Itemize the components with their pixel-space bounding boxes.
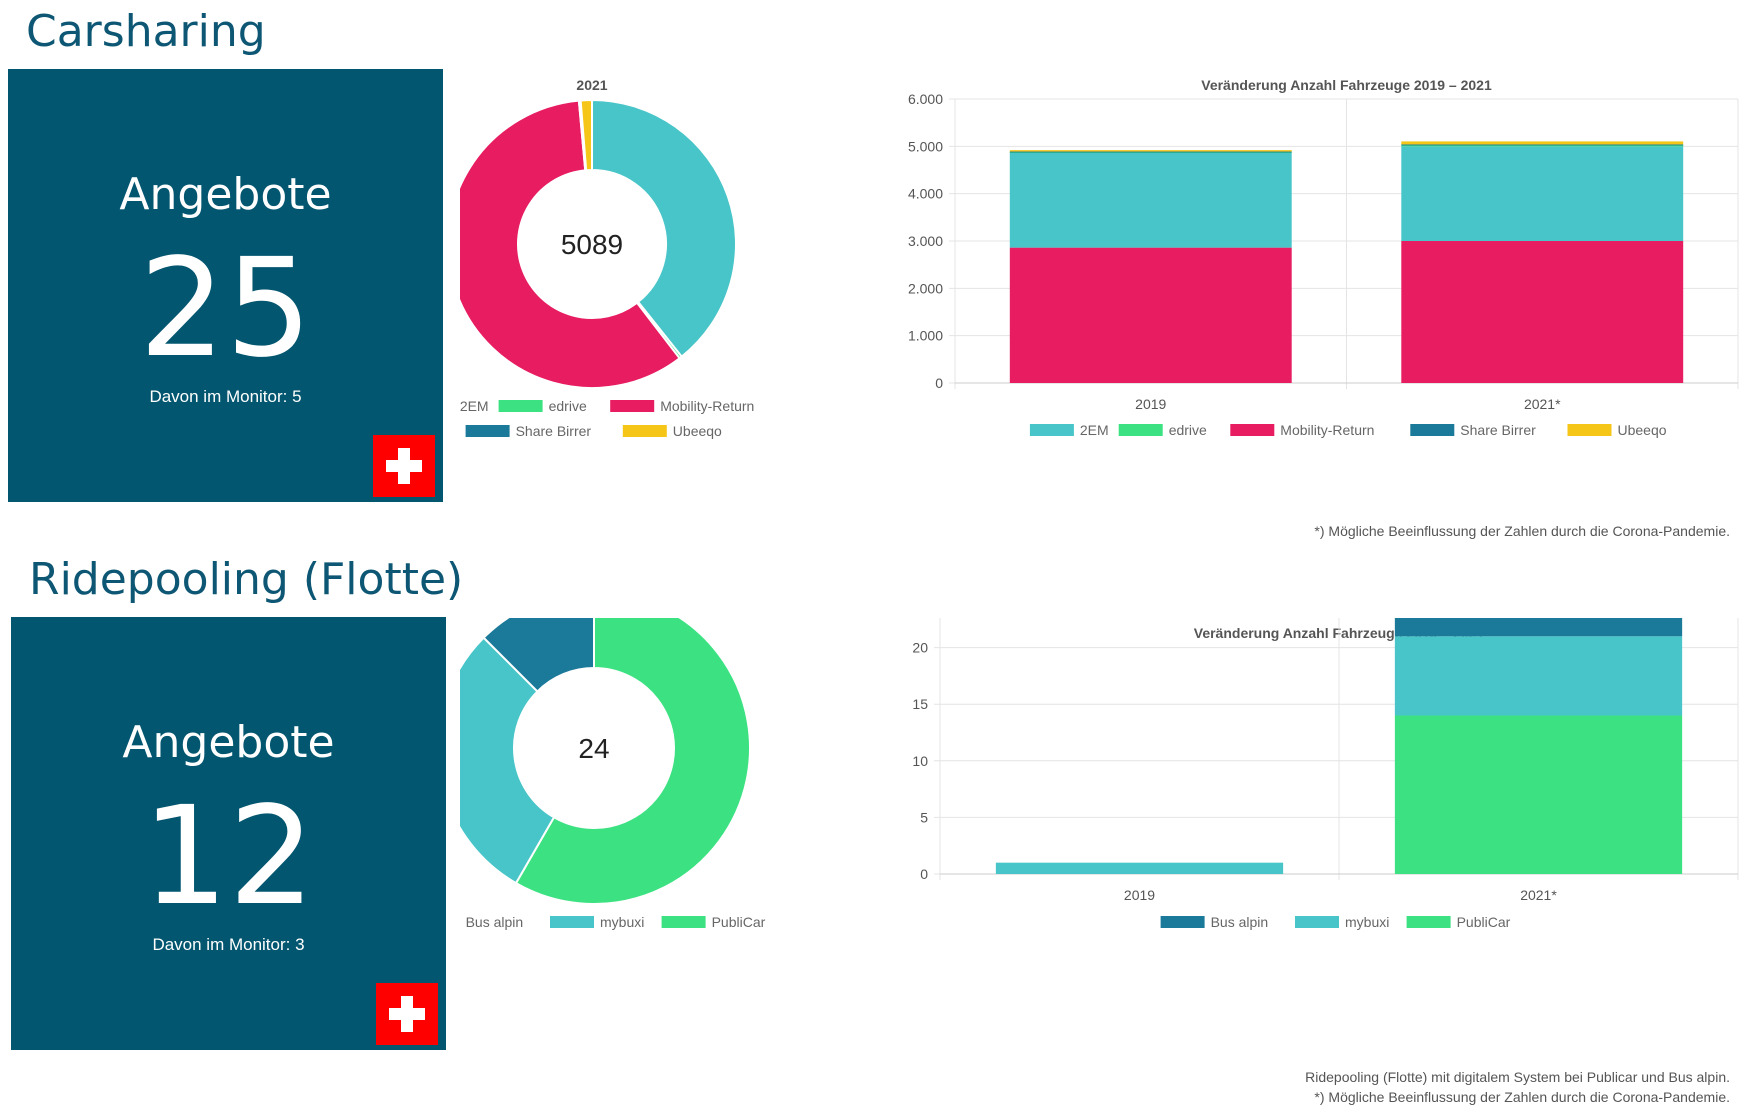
swiss-flag-icon [373, 435, 435, 497]
carsharing-offers-count: 25 [138, 230, 313, 388]
legend-label-mobility-return: Mobility-Return [1280, 422, 1374, 438]
carsharing-donut-chart: 2021 5089 2EM edrive Mobility-Return Share Bi… [460, 77, 754, 439]
legend-swatch-mybuxi [550, 916, 594, 928]
chart-title: 2021 [576, 77, 607, 93]
y-tick-label: 20 [912, 640, 928, 656]
bar-segment-2em-2019 [1009, 152, 1292, 248]
legend-label-mobility-return: Mobility-Return [660, 398, 754, 414]
legend-swatch-share-birrer [465, 425, 510, 437]
carsharing-bar-chart: Veränderung Anzahl Fahrzeuge 2019 – 2021… [908, 77, 1739, 438]
y-tick-label: 0 [935, 375, 943, 391]
carsharing-offers-heading: Angebote [119, 169, 332, 220]
y-tick-label: 2.000 [908, 280, 943, 296]
legend-label-2em: 2EM [460, 398, 489, 414]
legend-swatch-bus-alpin [1160, 916, 1205, 928]
y-tick-label: 5.000 [908, 138, 943, 154]
y-tick-label: 5 [920, 809, 928, 825]
legend-swatch-ubeeqo [1567, 424, 1612, 436]
x-tick-label: 2021* [1520, 887, 1557, 903]
carsharing-offers-card: Angebote 25 Davon im Monitor: 5 [8, 69, 443, 502]
ridepooling-footnote: Ridepooling (Flotte) mit digitalem Syste… [1305, 1067, 1730, 1107]
legend-label-edrive: edrive [549, 398, 587, 414]
legend-label-mybuxi: mybuxi [1345, 914, 1389, 930]
bar-segment-mobility-return-2019 [1009, 247, 1292, 383]
legend-label-bus-alpin: Bus alpin [466, 914, 524, 930]
donut-slice-publicar [514, 618, 751, 905]
ridepooling-offers-card: Angebote 12 Davon im Monitor: 3 [11, 617, 446, 1050]
y-tick-label: 15 [912, 696, 928, 712]
y-tick-label: 0 [920, 866, 928, 882]
x-tick-label: 2019 [1124, 887, 1155, 903]
ridepooling-monitor-count: Davon im Monitor: 3 [152, 935, 305, 954]
legend-swatch-share-birrer [1410, 424, 1455, 436]
legend-label-bus-alpin: Bus alpin [1211, 914, 1269, 930]
legend-swatch-mobility-return [610, 400, 655, 412]
y-tick-label: 4.000 [908, 186, 943, 202]
legend-swatch-edrive [498, 400, 543, 412]
bar-segment-bus-alpin-2021 [1394, 618, 1683, 637]
bar-segment-ubeeqo-2021 [1401, 141, 1684, 145]
bar-segment-mybuxi-2019 [995, 862, 1284, 874]
donut-slice-ubeeqo [579, 98, 593, 172]
legend-swatch-2em [1029, 424, 1074, 436]
legend-label-publicar: PubliCar [1457, 914, 1511, 930]
legend-swatch-mybuxi [1295, 916, 1339, 928]
y-tick-label: 6.000 [908, 91, 943, 107]
ridepooling-footnote-line1: Ridepooling (Flotte) mit digitalem Syste… [1305, 1069, 1730, 1085]
bar-segment-edrive-2021 [1401, 144, 1684, 147]
carsharing-section-title: Carsharing [26, 6, 266, 57]
bar-segment-share-birrer-2019 [1009, 151, 1292, 153]
x-tick-label: 2021* [1524, 396, 1561, 412]
x-tick-label: 2019 [1135, 396, 1166, 412]
bar-segment-mybuxi-2021 [1394, 636, 1683, 716]
carsharing-monitor-count: Davon im Monitor: 5 [149, 387, 302, 406]
ridepooling-offers-heading: Angebote [122, 717, 335, 768]
bar-segment-2em-2021 [1401, 146, 1684, 241]
ridepooling-offers-count: 12 [141, 778, 316, 936]
y-tick-label: 10 [912, 753, 928, 769]
carsharing-footnote: *) Mögliche Beeinflussung der Zahlen dur… [1314, 523, 1730, 539]
ridepooling-bar-chart: Veränderung Anzahl Fahrzeuge 2019 – 2021… [912, 618, 1739, 930]
donut-center-total: 24 [578, 733, 609, 764]
y-tick-label: 1.000 [908, 328, 943, 344]
bar-segment-mobility-return-2021 [1401, 241, 1684, 383]
bar-segment-ubeeqo-2019 [1009, 150, 1292, 152]
legend-label-ubeeqo: Ubeeqo [1618, 422, 1667, 438]
legend-label-share-birrer: Share Birrer [1460, 422, 1536, 438]
y-tick-label: 3.000 [908, 233, 943, 249]
legend-label-ubeeqo: Ubeeqo [673, 423, 722, 439]
legend-swatch-edrive [1118, 424, 1163, 436]
donut-center-total: 5089 [561, 229, 623, 260]
donut-slice-mybuxi [460, 636, 556, 885]
donut-slice-bus-alpin [482, 618, 595, 693]
legend-label-publicar: PubliCar [712, 914, 766, 930]
legend-label-edrive: edrive [1169, 422, 1207, 438]
legend-swatch-publicar [1406, 916, 1451, 928]
ridepooling-section-title: Ridepooling (Flotte) [29, 554, 464, 605]
chart-title: Veränderung Anzahl Fahrzeuge 2019 – 2021 [1201, 77, 1492, 93]
legend-swatch-mobility-return [1230, 424, 1275, 436]
donut-slice-2em [591, 98, 737, 359]
donut-slice-mobility-return [460, 99, 681, 389]
legend-swatch-publicar [661, 916, 706, 928]
legend-label-2em: 2EM [1080, 422, 1109, 438]
legend-label-mybuxi: mybuxi [600, 914, 644, 930]
swiss-flag-icon [376, 983, 438, 1045]
legend-label-share-birrer: Share Birrer [516, 423, 592, 439]
legend-swatch-ubeeqo [622, 425, 667, 437]
bar-segment-publicar-2021 [1394, 715, 1683, 874]
ridepooling-footnote-line2: *) Mögliche Beeinflussung der Zahlen dur… [1314, 1089, 1730, 1105]
bar-segment-share-birrer-2021 [1401, 144, 1684, 146]
